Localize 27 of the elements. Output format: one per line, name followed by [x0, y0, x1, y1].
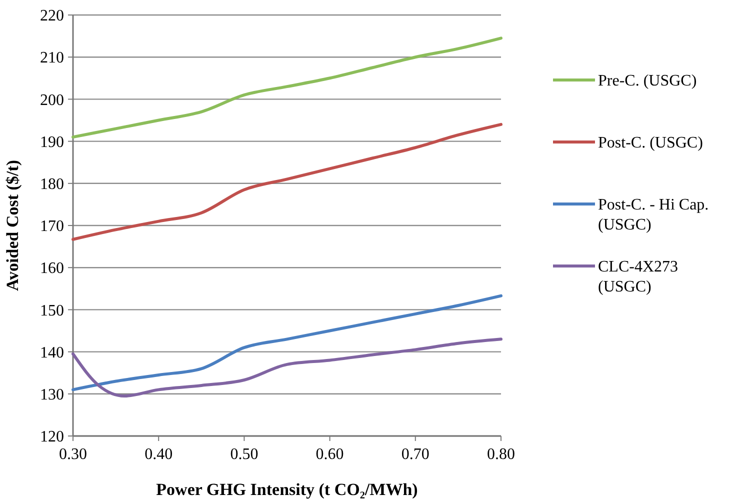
- x-tick-label: 0.50: [230, 446, 258, 463]
- y-tick-label: 180: [40, 176, 64, 193]
- x-tick-label: 0.70: [401, 446, 430, 463]
- x-tick-label: 0.30: [59, 446, 87, 463]
- y-tick-label: 170: [40, 218, 64, 236]
- x-axis-title: Power GHG Intensity (t CO₂/MWh): [156, 480, 418, 499]
- legend-label: Post-C. (USGC): [598, 134, 703, 152]
- y-tick-label: 220: [40, 8, 64, 25]
- y-tick-label: 200: [40, 92, 64, 109]
- legend-label: Post-C. - Hi Cap. (USGC): [598, 196, 709, 234]
- y-tick-label: 210: [40, 50, 64, 67]
- x-tick-label: 0.60: [316, 446, 344, 463]
- x-tick-label: 0.40: [144, 446, 173, 463]
- y-tick-label: 150: [40, 302, 64, 320]
- legend-label: CLC-4X273 (USGC): [598, 258, 678, 296]
- y-tick-label: 190: [40, 134, 64, 151]
- line-series: [72, 122, 502, 241]
- y-tick-label: 120: [40, 428, 64, 446]
- y-tick-label: 160: [40, 260, 64, 278]
- line-series: [72, 294, 502, 392]
- y-axis-title: Avoided Cost ($/t): [3, 160, 22, 291]
- y-tick-label: 140: [40, 344, 64, 362]
- x-tick-label: 0.80: [487, 446, 515, 463]
- y-tick-label: 130: [40, 386, 64, 404]
- line-series: [72, 338, 502, 398]
- line-series: [72, 36, 502, 139]
- legend-label: Pre-C. (USGC): [598, 72, 697, 90]
